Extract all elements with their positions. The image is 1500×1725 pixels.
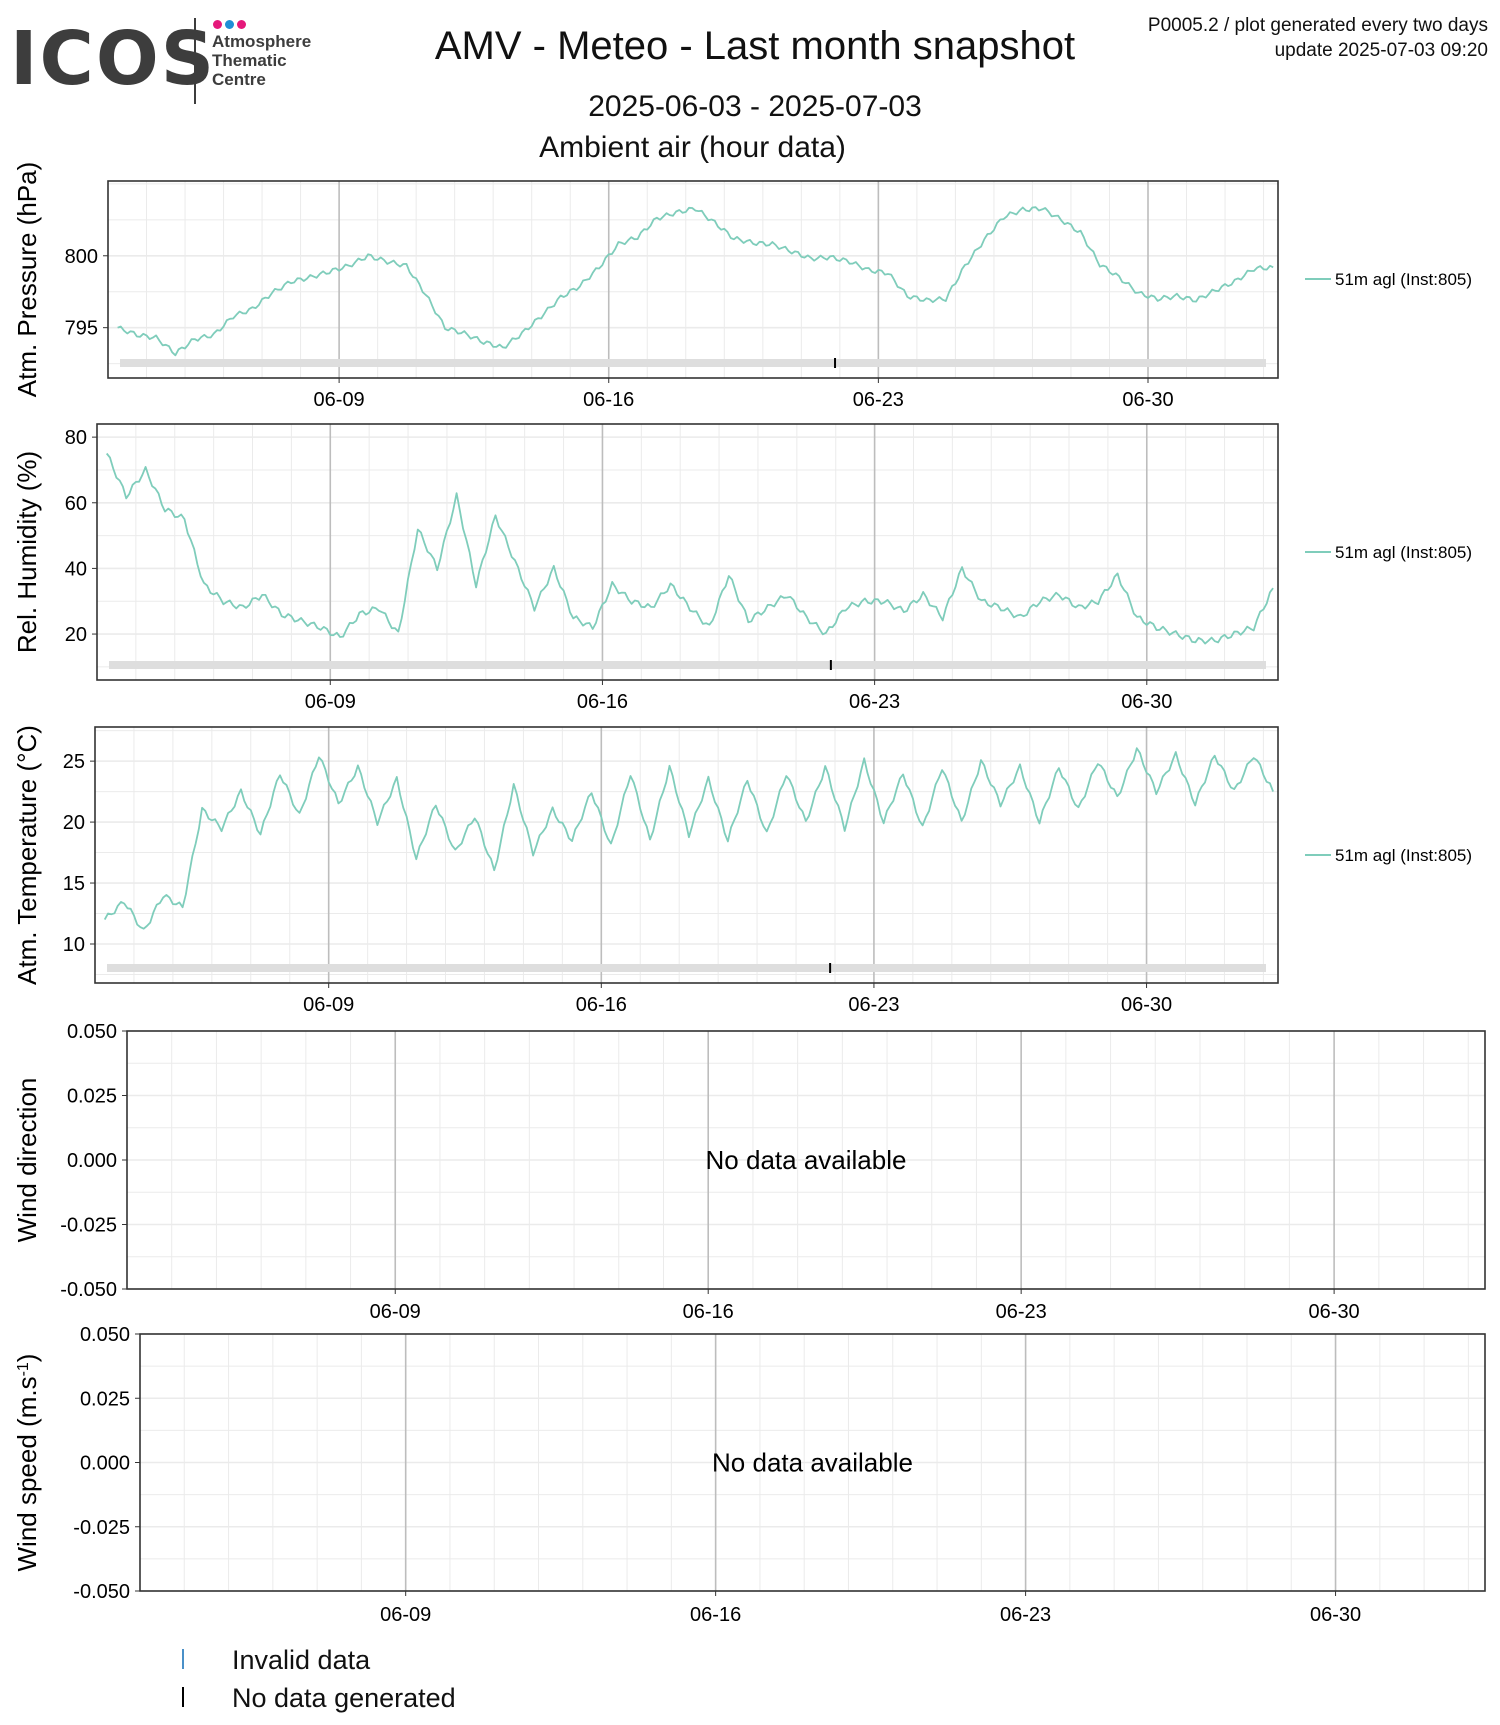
- logo-subtitle-line: Thematic: [212, 51, 287, 70]
- x-tick-label: 06-16: [577, 691, 628, 713]
- y-tick-label: 40: [65, 558, 87, 580]
- x-tick-label: 06-23: [853, 389, 904, 411]
- x-tick-label: 06-23: [996, 1301, 1047, 1323]
- page-title: AMV - Meteo - Last month snapshot: [434, 24, 1076, 68]
- chart-panel-5: -0.050 -0.025 0.000 0.025 0.050 06-09 06-16 06-…: [12, 1324, 1486, 1626]
- y-tick-label: -0.025: [60, 1215, 117, 1237]
- no-data-message: No data available: [706, 1145, 907, 1175]
- x-tick-label: 06-09: [303, 994, 354, 1016]
- y-tick-label: 0.000: [80, 1453, 130, 1475]
- x-tick-label: 06-23: [849, 691, 900, 713]
- y-tick-label: 0.050: [80, 1324, 130, 1346]
- panel-border: [107, 180, 1279, 379]
- no-data-message: No data available: [712, 1448, 913, 1478]
- x-tick-label: 06-30: [1122, 389, 1173, 411]
- x-tick-label: 06-09: [305, 691, 356, 713]
- series-line: [105, 452, 1274, 645]
- y-tick-label: 20: [63, 812, 85, 834]
- y-tick-label: -0.050: [73, 1581, 130, 1603]
- y-tick-label: 800: [65, 246, 98, 268]
- x-tick-label: 06-30: [1310, 1604, 1361, 1626]
- status-band: [109, 661, 1266, 669]
- x-tick-label: 06-23: [848, 994, 899, 1016]
- x-tick-label: 06-16: [690, 1604, 741, 1626]
- legend-label: No data generated: [232, 1683, 456, 1713]
- logo-dots: [213, 16, 249, 34]
- y-axis-label: Atm. Pressure (hPa): [12, 162, 42, 398]
- y-tick-label: 10: [63, 934, 85, 956]
- status-band: [120, 359, 1266, 367]
- logo-dot: [213, 20, 222, 29]
- x-tick-label: 06-30: [1121, 994, 1172, 1016]
- chart-panel-4: -0.050 -0.025 0.000 0.025 0.050 06-09 06-16 06-…: [12, 1021, 1486, 1323]
- legend-series-label: 51m agl (Inst:805): [1335, 543, 1472, 562]
- logo-separator: [194, 18, 196, 104]
- no-data-marker: [182, 1687, 184, 1707]
- icos-logo: ICOS Atmosphere Thematic Centre: [10, 14, 330, 104]
- chart-panel-1: 795 800 06-09 06-16 06-23 06-30 51m agl (Inst:…: [12, 162, 1472, 411]
- y-tick-label: 795: [65, 318, 98, 340]
- chart-subtitle: Ambient air (hour data): [539, 131, 846, 164]
- y-axis-label: Wind direction: [12, 1078, 42, 1243]
- series-line: [103, 747, 1274, 930]
- plot-meta: P0005.2 / plot generated every two days …: [1148, 13, 1488, 63]
- x-tick-label: 06-16: [576, 994, 627, 1016]
- y-axis-label-superscript: -1: [15, 1362, 32, 1376]
- panel-border: [126, 1030, 1486, 1290]
- y-axis-label: Wind speed (m.s-1): [12, 1354, 42, 1572]
- logo-wordmark: ICOS: [10, 16, 217, 102]
- y-tick-label: 0.050: [67, 1021, 117, 1043]
- legend-series-label: 51m agl (Inst:805): [1335, 270, 1472, 289]
- legend-label: Invalid data: [232, 1645, 371, 1675]
- legend-series-label: 51m agl (Inst:805): [1335, 846, 1472, 865]
- date-range: 2025-06-03 - 2025-07-03: [588, 90, 922, 123]
- logo-dot: [225, 20, 234, 29]
- x-tick-label: 06-16: [683, 1301, 734, 1323]
- y-tick-label: -0.050: [60, 1279, 117, 1301]
- series-line: [117, 206, 1274, 357]
- y-axis-label-suffix: ): [12, 1354, 42, 1363]
- chart-panel-3: 10 15 20 25 06-09 06-16 06-23 06-30 51m agl (Ins…: [12, 725, 1472, 1016]
- logo-subtitle-line: Atmosphere: [212, 32, 312, 51]
- panel-border: [96, 423, 1279, 681]
- y-tick-label: 20: [65, 624, 87, 646]
- y-tick-label: 0.025: [80, 1388, 130, 1410]
- logo-subtitle: Atmosphere Thematic Centre: [212, 32, 311, 89]
- logo-dot: [237, 20, 246, 29]
- y-tick-label: 60: [65, 493, 87, 515]
- invalid-data-marker: [182, 1649, 184, 1669]
- panel-border: [139, 1333, 1486, 1592]
- plot-id-text: P0005.2 / plot generated every two days: [1147, 15, 1488, 36]
- update-timestamp: update 2025-07-03 09:20: [1274, 40, 1488, 61]
- x-tick-label: 06-23: [1000, 1604, 1051, 1626]
- x-tick-label: 06-30: [1121, 691, 1172, 713]
- chart-panel-2: 20 40 60 80 06-09 06-16 06-23 06-30 51m agl (Ins…: [12, 423, 1472, 713]
- x-tick-label: 06-16: [583, 389, 634, 411]
- status-band: [107, 964, 1266, 972]
- y-tick-label: 80: [65, 427, 87, 449]
- x-tick-label: 06-09: [370, 1301, 421, 1323]
- y-tick-label: 15: [63, 873, 85, 895]
- logo-subtitle-line: Centre: [212, 70, 266, 89]
- y-tick-label: 0.025: [67, 1086, 117, 1108]
- panel-border: [94, 726, 1279, 984]
- y-tick-label: 0.000: [67, 1150, 117, 1172]
- x-tick-label: 06-09: [380, 1604, 431, 1626]
- y-tick-label: -0.025: [73, 1517, 130, 1539]
- y-axis-label: Rel. Humidity (%): [12, 451, 42, 653]
- x-tick-label: 06-30: [1309, 1301, 1360, 1323]
- y-tick-label: 25: [63, 751, 85, 773]
- y-axis-label: Atm. Temperature (°C): [12, 725, 42, 985]
- x-tick-label: 06-09: [314, 389, 365, 411]
